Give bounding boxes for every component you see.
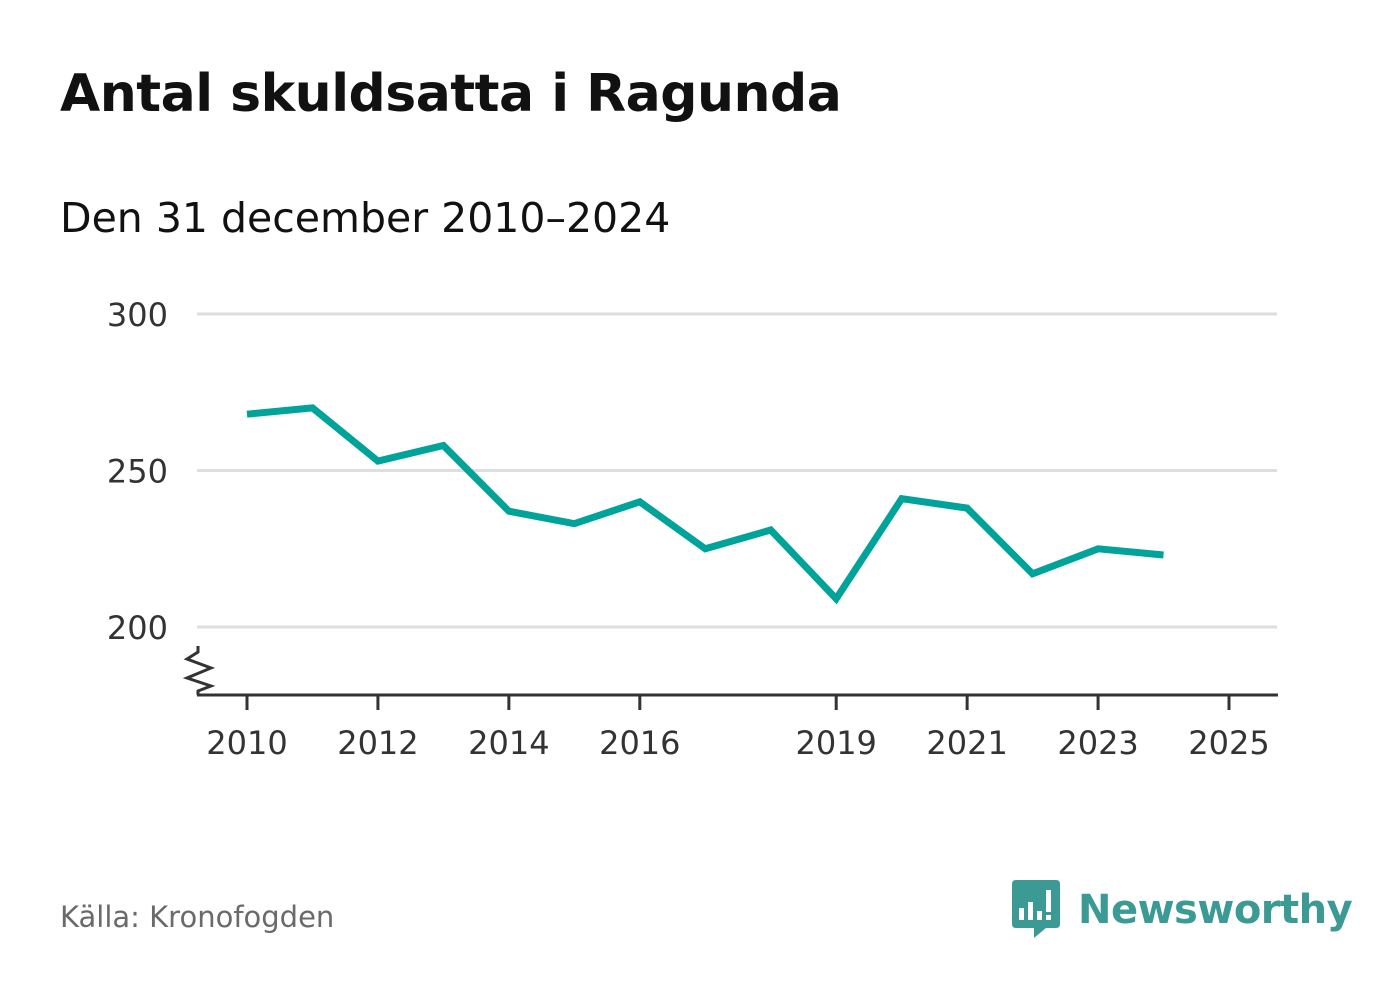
x-tick-label-2025: 2025 (1188, 724, 1269, 762)
x-axis: 2010 2012 2014 2016 2019 2021 2023 2025 (197, 693, 1278, 762)
series-layer (244, 404, 1167, 605)
axis-break-zigzag (182, 646, 216, 695)
data-point-2020 (898, 495, 905, 502)
data-point-2019 (833, 595, 840, 602)
data-point-2023 (1095, 545, 1102, 552)
y-tick-label-250: 250 (107, 453, 168, 491)
data-point-2021 (964, 505, 971, 512)
source-note: Källa: Kronofogden (60, 900, 335, 934)
y-axis-labels: 200 250 300 (107, 296, 168, 647)
newsworthy-logo-icon (1012, 880, 1060, 938)
y-tick-label-200: 200 (107, 609, 168, 647)
data-point-2012 (374, 458, 381, 465)
data-point-2013 (440, 442, 447, 449)
data-point-2022 (1029, 570, 1036, 577)
data-point-2017 (702, 545, 709, 552)
brand: Newsworthy (1012, 880, 1353, 940)
brand-name: Newsworthy (1078, 887, 1353, 933)
chart-subtitle: Den 31 december 2010–2024 (60, 194, 671, 242)
x-tick-label-2012: 2012 (337, 724, 418, 762)
x-tick-label-2023: 2023 (1057, 724, 1138, 762)
data-point-2015 (571, 520, 578, 527)
x-tick-label-2010: 2010 (206, 724, 287, 762)
data-point-2016 (636, 498, 643, 505)
data-point-2010 (244, 411, 251, 418)
x-tick-label-2021: 2021 (926, 724, 1007, 762)
data-point-2011 (309, 404, 316, 411)
data-point-2024 (1160, 552, 1167, 559)
data-point-2018 (767, 527, 774, 534)
x-tick-label-2016: 2016 (599, 724, 680, 762)
x-tick-label-2019: 2019 (795, 724, 876, 762)
chart-title: Antal skuldsatta i Ragunda (60, 64, 842, 124)
series-line-0 (246, 404, 1164, 605)
x-tick-label-2014: 2014 (468, 724, 549, 762)
y-axis-break (182, 646, 216, 695)
grid-lines (197, 312, 1277, 629)
y-tick-label-300: 300 (107, 296, 168, 334)
data-point-2014 (505, 508, 512, 515)
